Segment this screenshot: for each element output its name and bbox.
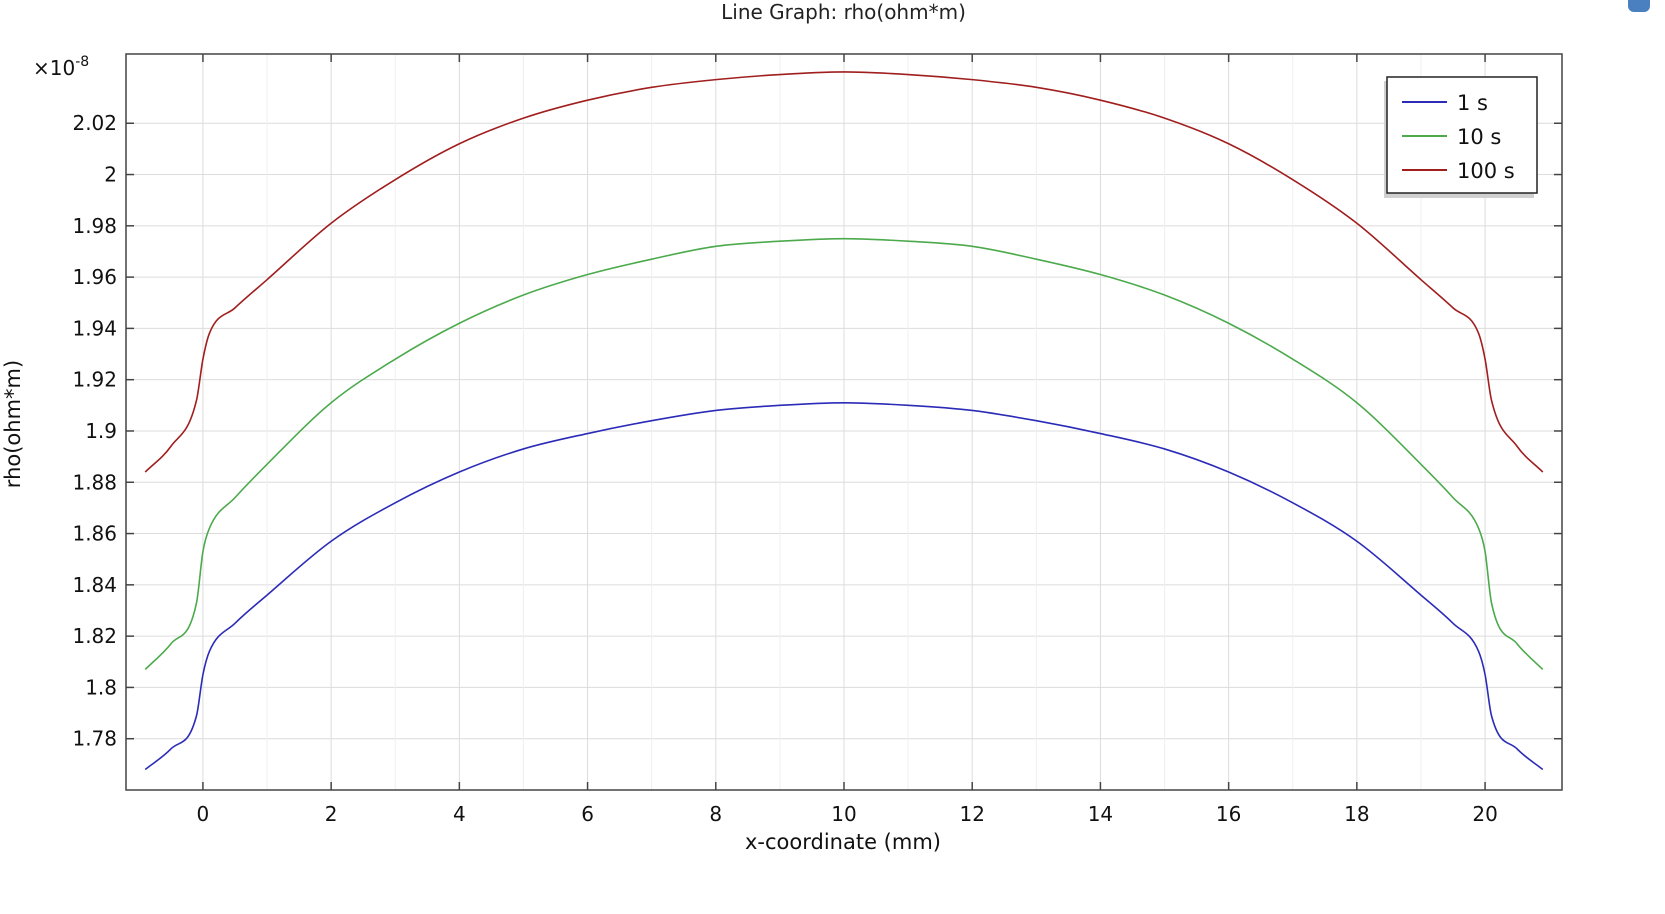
legend-label: 1 s (1457, 91, 1488, 115)
legend-label: 100 s (1457, 159, 1515, 183)
y-axis-label: rho(ohm*m) (1, 360, 25, 488)
x-tick-label: 12 (959, 802, 984, 826)
axis-ticks (126, 54, 1562, 790)
y-tick-label: 1.92 (72, 368, 117, 392)
y-tick-label: 1.88 (72, 470, 117, 494)
y-tick-label: 2 (104, 163, 117, 187)
x-tick-label: 4 (453, 802, 466, 826)
legend-items: 1 s 10 s 100 s (1402, 91, 1515, 183)
window-icon (1628, 0, 1650, 12)
series-line-100s (144, 71, 1544, 473)
y-tick-label: 1.82 (72, 624, 117, 648)
series-line-1s (144, 401, 1544, 771)
y-exponent-power: -8 (75, 54, 89, 70)
y-tick-label: 1.78 (72, 727, 117, 751)
y-tick-label: 1.98 (72, 214, 117, 238)
x-tick-label: 20 (1472, 802, 1497, 826)
series-line-10s (144, 237, 1544, 671)
y-tick-label: 1.94 (72, 316, 117, 340)
grid (126, 54, 1562, 790)
y-tick-label: 1.8 (85, 675, 117, 699)
x-tick-label: 6 (581, 802, 594, 826)
y-tick-label: 2.02 (72, 111, 117, 135)
y-tick-label: 1.84 (72, 573, 117, 597)
x-axis-label: x-coordinate (mm) (745, 830, 941, 854)
y-tick-label: 1.9 (85, 419, 117, 443)
y-exponent-base: ×10 (33, 56, 75, 80)
x-tick-label: 14 (1088, 802, 1113, 826)
series-lines (144, 71, 1544, 771)
x-tick-label: 8 (709, 802, 722, 826)
x-tick-label: 16 (1216, 802, 1241, 826)
tick-labels: 0 2 4 6 8 10 12 14 16 18 20 1.78 1.8 1.82 1.84 1.86 1.88… (72, 111, 1497, 826)
chart-title: Line Graph: rho(ohm*m) (721, 0, 966, 24)
x-tick-label: 0 (197, 802, 210, 826)
x-tick-label: 10 (831, 802, 856, 826)
y-axis-exponent-label: ×10-8 (33, 54, 89, 80)
y-tick-label: 1.96 (72, 265, 117, 289)
x-tick-label: 2 (325, 802, 338, 826)
legend-label: 10 s (1457, 125, 1501, 149)
legend: 1 s 10 s 100 s (1384, 76, 1538, 198)
x-tick-label: 18 (1344, 802, 1369, 826)
y-tick-label: 1.86 (72, 522, 117, 546)
